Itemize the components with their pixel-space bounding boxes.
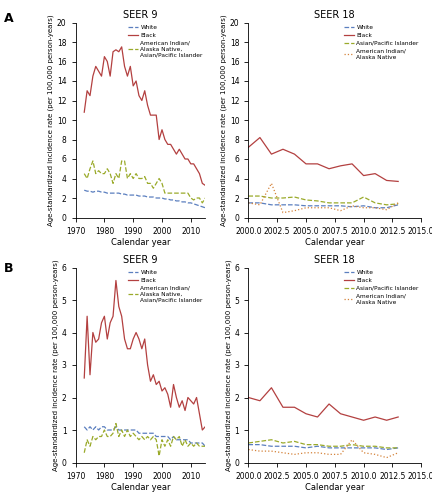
Title: SEER 9: SEER 9 (123, 10, 158, 20)
X-axis label: Calendar year: Calendar year (305, 238, 365, 248)
Y-axis label: Age-standardized incidence rate (per 100,000 person-years): Age-standardized incidence rate (per 100… (225, 259, 232, 471)
X-axis label: Calendar year: Calendar year (111, 238, 170, 248)
Title: SEER 18: SEER 18 (314, 256, 355, 266)
Legend: White, Black, Asian/Pacific Islander, American Indian/
Alaska Native: White, Black, Asian/Pacific Islander, Am… (343, 24, 420, 61)
X-axis label: Calendar year: Calendar year (111, 484, 170, 492)
Legend: White, Black, American Indian/
Alaska Native,
Asian/Pacific Islander: White, Black, American Indian/ Alaska Na… (127, 24, 204, 58)
Y-axis label: Age-standardized incidence rate (per 100,000 person-years): Age-standardized incidence rate (per 100… (48, 14, 54, 226)
Text: A: A (4, 12, 14, 26)
Text: B: B (4, 262, 14, 276)
Title: SEER 18: SEER 18 (314, 10, 355, 20)
Title: SEER 9: SEER 9 (123, 256, 158, 266)
Y-axis label: Age-standardized incidence rate (per 100,000 person-years): Age-standardized incidence rate (per 100… (52, 259, 59, 471)
Legend: White, Black, Asian/Pacific Islander, American Indian/
Alaska Native: White, Black, Asian/Pacific Islander, Am… (343, 268, 420, 306)
X-axis label: Calendar year: Calendar year (305, 484, 365, 492)
Legend: White, Black, American Indian/
Alaska Native,
Asian/Pacific Islander: White, Black, American Indian/ Alaska Na… (127, 268, 204, 304)
Y-axis label: Age-standardized incidence rate (per 100,000 person-years): Age-standardized incidence rate (per 100… (220, 14, 227, 226)
